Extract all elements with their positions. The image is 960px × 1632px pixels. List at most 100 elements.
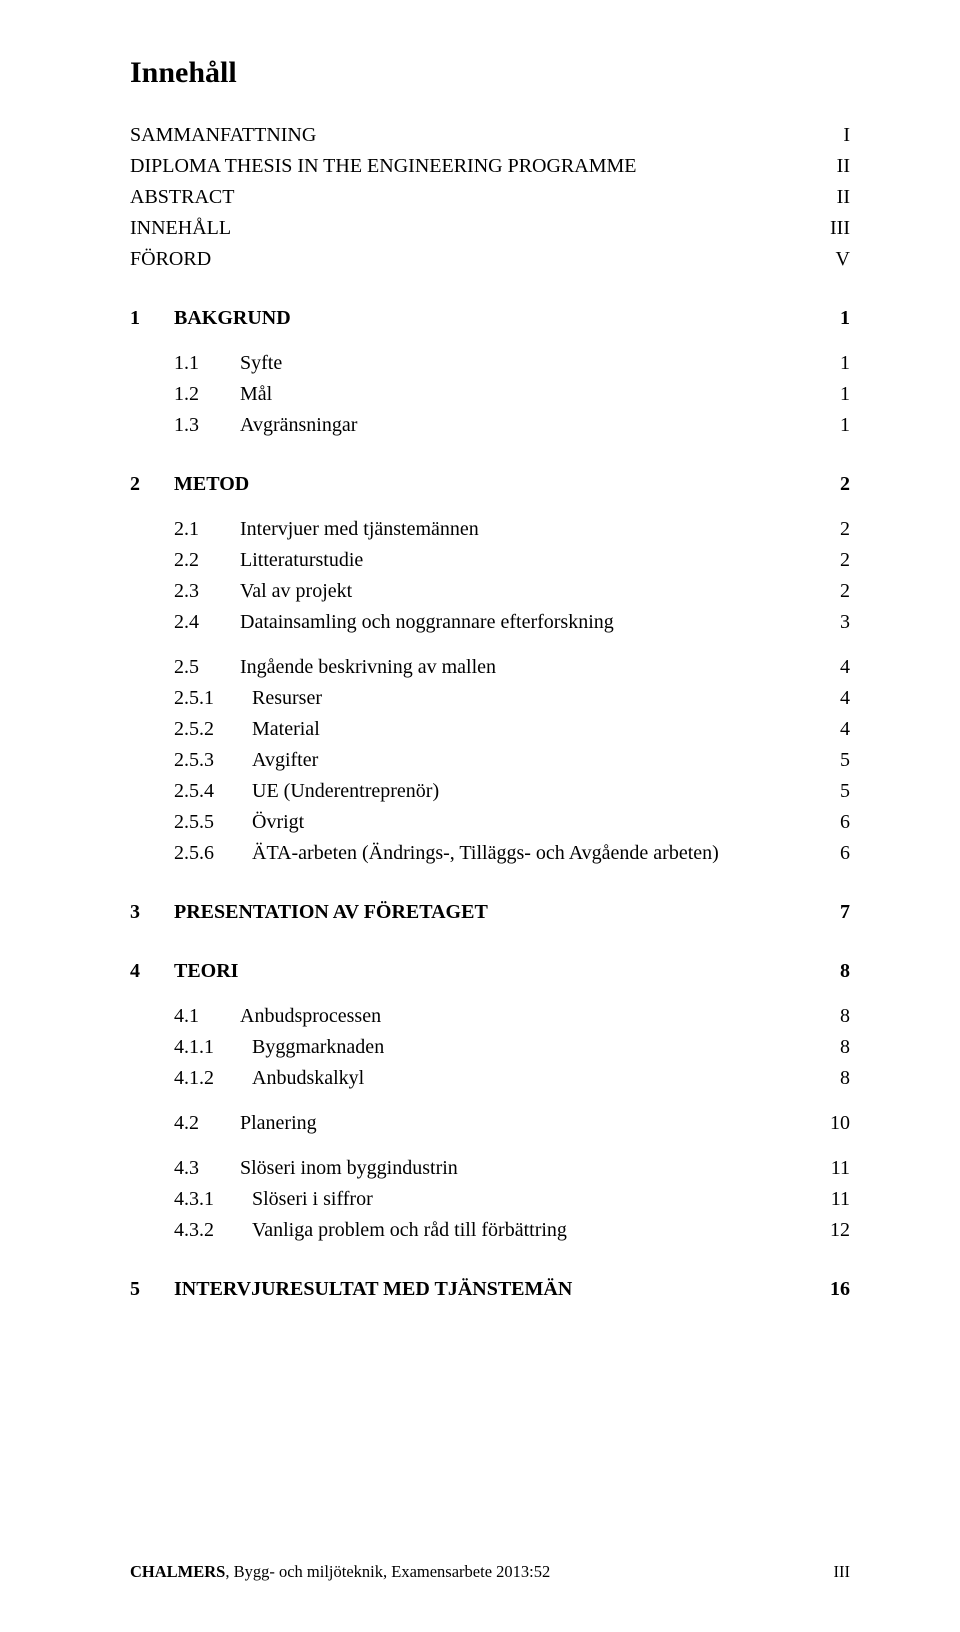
entry-number: 1.1 xyxy=(174,348,240,379)
entry-label: Mål xyxy=(240,379,272,410)
sub-group: 4.2Planering 10 xyxy=(130,1108,850,1139)
chapter-heading: 1BAKGRUND1 xyxy=(130,303,850,334)
entry-label: Byggmarknaden xyxy=(252,1032,384,1063)
chapter-heading: 3PRESENTATION AV FÖRETAGET 7 xyxy=(130,897,850,928)
toc-entry: 2.4Datainsamling och noggrannare efterfo… xyxy=(130,607,850,638)
entry-number: 4.1 xyxy=(174,1001,240,1032)
toc-chapters: 1BAKGRUND11.1Syfte11.2Mål11.3Avgränsning… xyxy=(130,303,850,1305)
sub-group: 1.1Syfte11.2Mål11.3Avgränsningar1 xyxy=(130,348,850,441)
entry-page: 6 xyxy=(840,807,850,838)
entry-page: 11 xyxy=(831,1184,850,1215)
entry-page: 3 xyxy=(840,607,850,638)
entry-number: 4.3.1 xyxy=(174,1184,252,1215)
front-page: III xyxy=(830,213,850,244)
chapter-number: 4 xyxy=(130,956,174,987)
chapter-page: 7 xyxy=(840,897,850,928)
entry-number: 1.2 xyxy=(174,379,240,410)
entry-number: 2.5.4 xyxy=(174,776,252,807)
entry-page: 6 xyxy=(840,838,850,869)
entry-number: 2.5.1 xyxy=(174,683,252,714)
front-row: FÖRORD V xyxy=(130,244,850,275)
entry-number: 2.5 xyxy=(174,652,240,683)
entry-number: 2.4 xyxy=(174,607,240,638)
entry-page: 11 xyxy=(831,1153,850,1184)
entry-label: Anbudskalkyl xyxy=(252,1063,364,1094)
chapter-block: 3PRESENTATION AV FÖRETAGET 7 xyxy=(130,897,850,928)
front-label: FÖRORD xyxy=(130,244,211,275)
entry-page: 4 xyxy=(840,714,850,745)
entry-label: Litteraturstudie xyxy=(240,545,363,576)
toc-entry: 4.2Planering 10 xyxy=(130,1108,850,1139)
entry-label: Resurser xyxy=(252,683,322,714)
entry-number: 4.2 xyxy=(174,1108,240,1139)
entry-label: Material xyxy=(252,714,320,745)
entry-label: ÄTA-arbeten (Ändrings-, Tilläggs- och Av… xyxy=(252,838,719,869)
entry-page: 1 xyxy=(840,348,850,379)
page-footer: CHALMERS, Bygg- och miljöteknik, Examens… xyxy=(130,1562,850,1582)
front-row: ABSTRACTII xyxy=(130,182,850,213)
entry-label: Planering xyxy=(240,1108,317,1139)
entry-number: 2.3 xyxy=(174,576,240,607)
entry-label: Anbudsprocessen xyxy=(240,1001,381,1032)
front-matter-list: SAMMANFATTNING IDIPLOMA THESIS IN THE ENG… xyxy=(130,120,850,275)
entry-page: 4 xyxy=(840,683,850,714)
entry-label: Ingående beskrivning av mallen xyxy=(240,652,496,683)
front-row: SAMMANFATTNING I xyxy=(130,120,850,151)
entry-page: 1 xyxy=(840,410,850,441)
entry-number: 4.1.2 xyxy=(174,1063,252,1094)
sub-group: 2.5Ingående beskrivning av mallen 4 2.5.1R… xyxy=(130,652,850,869)
chapter-block: 5INTERVJURESULTAT MED TJÄNSTEMÄN16 xyxy=(130,1274,850,1305)
chapter-number: 1 xyxy=(130,303,174,334)
chapter-block: 4TEORI84.1Anbudsprocessen84.1.1Byggmarkn… xyxy=(130,956,850,1246)
entry-number: 1.3 xyxy=(174,410,240,441)
entry-page: 8 xyxy=(840,1063,850,1094)
front-page: II xyxy=(837,182,850,213)
entry-label: Vanliga problem och råd till förbättring xyxy=(252,1215,567,1246)
entry-page: 5 xyxy=(840,776,850,807)
front-row: INNEHÅLLIII xyxy=(130,213,850,244)
entry-page: 8 xyxy=(840,1032,850,1063)
toc-entry: 2.1Intervjuer med tjänstemännen2 xyxy=(130,514,850,545)
entry-label: Slöseri inom byggindustrin xyxy=(240,1153,458,1184)
chapter-number: 3 xyxy=(130,897,174,928)
chapter-heading: 4TEORI8 xyxy=(130,956,850,987)
entry-label: Slöseri i siffror xyxy=(252,1184,373,1215)
chapter-page: 2 xyxy=(840,469,850,500)
toc-entry: 4.3.1Slöseri i siffror 11 xyxy=(130,1184,850,1215)
entry-number: 2.5.6 xyxy=(174,838,252,869)
entry-label: Intervjuer med tjänstemännen xyxy=(240,514,479,545)
front-page: II xyxy=(837,151,850,182)
entry-page: 10 xyxy=(830,1108,850,1139)
front-row: DIPLOMA THESIS IN THE ENGINEERING PROGRA… xyxy=(130,151,850,182)
toc-entry: 4.1.1Byggmarknaden 8 xyxy=(130,1032,850,1063)
entry-label: Avgifter xyxy=(252,745,318,776)
front-page: I xyxy=(843,120,850,151)
toc-entry: 2.5Ingående beskrivning av mallen 4 xyxy=(130,652,850,683)
toc-entry: 4.1.2Anbudskalkyl 8 xyxy=(130,1063,850,1094)
entry-number: 4.3 xyxy=(174,1153,240,1184)
entry-page: 12 xyxy=(830,1215,850,1246)
chapter-label: METOD xyxy=(174,469,249,500)
entry-number: 2.2 xyxy=(174,545,240,576)
footer-source-bold: CHALMERS xyxy=(130,1562,225,1581)
toc-entry: 1.1Syfte1 xyxy=(130,348,850,379)
front-page: V xyxy=(836,244,850,275)
toc-entry: 1.3Avgränsningar1 xyxy=(130,410,850,441)
toc-entry: 2.3Val av projekt2 xyxy=(130,576,850,607)
entry-label: UE (Underentreprenör) xyxy=(252,776,439,807)
entry-page: 4 xyxy=(840,652,850,683)
chapter-label: PRESENTATION AV FÖRETAGET xyxy=(174,897,488,928)
entry-number: 4.1.1 xyxy=(174,1032,252,1063)
doc-title: Innehåll xyxy=(130,56,850,90)
toc-entry: 2.2Litteraturstudie2 xyxy=(130,545,850,576)
entry-number: 2.5.5 xyxy=(174,807,252,838)
toc-entry: 2.5.6ÄTA-arbeten (Ändrings-, Tilläggs- o… xyxy=(130,838,850,869)
entry-number: 4.3.2 xyxy=(174,1215,252,1246)
toc-entry: 4.1Anbudsprocessen8 xyxy=(130,1001,850,1032)
entry-number: 2.1 xyxy=(174,514,240,545)
chapter-label: INTERVJURESULTAT MED TJÄNSTEMÄN xyxy=(174,1274,572,1305)
entry-page: 5 xyxy=(840,745,850,776)
chapter-number: 2 xyxy=(130,469,174,500)
front-label: SAMMANFATTNING xyxy=(130,120,316,151)
chapter-block: 2METOD22.1Intervjuer med tjänstemännen22… xyxy=(130,469,850,869)
